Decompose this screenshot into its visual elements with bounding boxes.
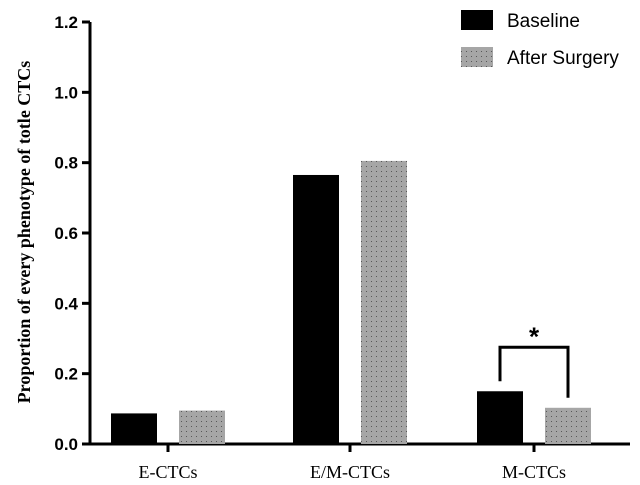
legend-swatch: [461, 10, 493, 30]
bar-m-ctcs-after-surgery: [545, 407, 591, 444]
x-tick-label: E-CTCs: [138, 462, 197, 482]
legend-swatch: [461, 47, 493, 67]
y-tick-label: 1.2: [54, 13, 78, 32]
bars: [111, 160, 591, 445]
y-tick-label: 0.0: [54, 435, 78, 454]
axes: [82, 20, 630, 452]
y-tick-label: 0.2: [54, 365, 78, 384]
legend-label: After Surgery: [507, 48, 619, 69]
annotations: *: [498, 321, 570, 398]
bar-e-m-ctcs-after-surgery: [361, 160, 407, 445]
significance-bracket: [498, 345, 570, 398]
bar-m-ctcs-baseline: [477, 391, 523, 444]
significance-star: *: [529, 321, 540, 351]
x-tick-label: E/M-CTCs: [310, 462, 390, 482]
legend: Baseline After Surgery: [461, 10, 619, 69]
y-tick-label: 0.6: [54, 224, 78, 243]
x-tick-label: M-CTCs: [502, 462, 566, 482]
bar-e-ctcs-baseline: [111, 413, 157, 444]
labels: 0.0 0.2 0.4 0.6 0.8 1.0 1.2 E-CTCs E/M-CTCs M-CTC…: [54, 13, 566, 482]
bar-e-m-ctcs-baseline: [293, 174, 339, 444]
y-tick-label: 0.4: [54, 294, 78, 313]
y-axis-title: Proportion of every phenotype of totle C…: [14, 61, 34, 404]
y-tick-label: 1.0: [54, 83, 78, 102]
legend-label: Baseline: [507, 11, 580, 32]
bar-e-ctcs-after-surgery: [179, 410, 225, 444]
y-tick-label: 0.8: [54, 154, 78, 173]
